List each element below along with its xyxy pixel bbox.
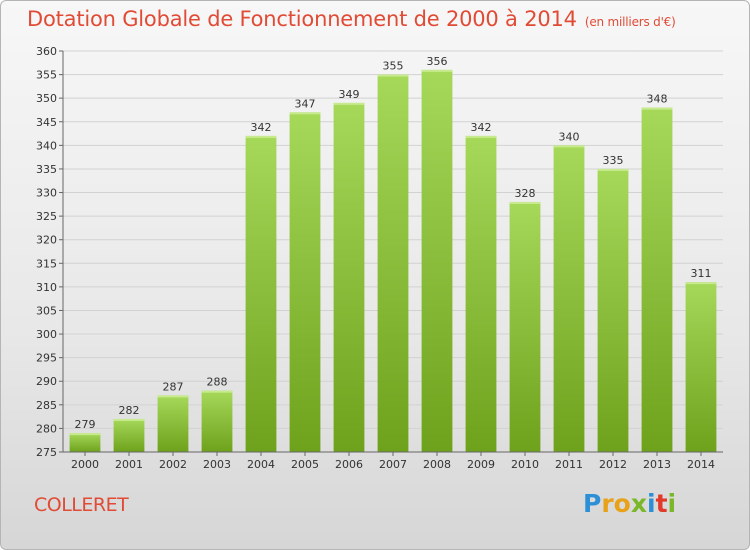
y-tick-label: 320 [36,234,57,247]
x-tick-label: 2013 [643,458,671,471]
y-tick-label: 335 [36,163,57,176]
y-tick-label: 310 [36,281,57,294]
data-label: 347 [295,97,316,110]
x-tick-label: 2002 [159,458,187,471]
bar-highlight [245,135,277,138]
x-tick-label: 2012 [599,458,627,471]
commune-name: COLLERET [34,494,129,516]
y-tick-label: 315 [36,257,57,270]
bar-highlight [157,395,189,398]
y-tick-label: 360 [36,45,57,58]
y-tick-label: 295 [36,352,57,365]
x-tick-label: 2009 [467,458,495,471]
bar-2007 [377,74,409,453]
data-label: 279 [75,418,96,431]
y-tick-label: 280 [36,422,57,435]
data-label: 342 [251,121,272,134]
x-tick-label: 2010 [511,458,539,471]
data-label: 342 [471,121,492,134]
bar-2001 [113,418,145,452]
bars [69,69,717,453]
bar-2012 [597,168,629,453]
y-tick-label: 325 [36,210,57,223]
chart-subtitle: (en milliers d'€) [584,15,676,29]
logo-letter: i [667,489,677,518]
bar-2014 [685,282,717,452]
y-tick-label: 300 [36,328,57,341]
x-tick-label: 2011 [555,458,583,471]
bar-highlight [377,74,409,77]
y-tick-label: 330 [36,187,57,200]
data-label: 288 [207,376,228,389]
bar-2006 [333,102,365,453]
bar-2008 [421,69,453,452]
x-axis: 2000 2001 2002 2003 2004 2005 2006 2007 2008 2009… [63,451,723,471]
y-tick-label: 355 [36,69,57,82]
data-label: 355 [383,60,404,73]
x-tick-label: 2007 [379,458,407,471]
data-labels: 279 282 287 288 342 347 349 355 356 342 328 340 335 3… [75,55,712,431]
bar-2002 [157,395,189,452]
bar-highlight [333,102,365,105]
bar-2009 [465,135,497,452]
y-tick-label: 285 [36,399,57,412]
bar-highlight [421,69,453,72]
y-tick-label: 350 [36,92,57,105]
y-tick-label: 275 [36,446,57,459]
logo-letter: P [583,489,602,518]
bar-highlight [201,390,233,393]
bar-highlight [597,168,629,171]
chart-title: Dotation Globale de Fonctionnement de 20… [27,7,676,31]
y-axis: 275 280 285 290 295 300 305 310 315 320 325 330 335 3… [36,45,64,459]
data-label: 282 [119,404,140,417]
bar-highlight [465,135,497,138]
y-tick-label: 290 [36,375,57,388]
bar-2004 [245,135,277,452]
bar-highlight [685,282,717,285]
data-label: 340 [559,130,580,143]
bar-2005 [289,112,321,453]
chart-title-text: Dotation Globale de Fonctionnement de 20… [27,7,577,31]
x-tick-label: 2001 [115,458,143,471]
data-label: 348 [647,93,668,106]
data-label: 287 [163,380,184,393]
data-label: 356 [427,55,448,68]
logo-letter: t [655,489,668,518]
bar-highlight [641,107,673,110]
bar-2013 [641,107,673,453]
x-tick-label: 2005 [291,458,319,471]
y-tick-label: 340 [36,139,57,152]
proxiti-logo: Proxiti [583,489,676,518]
x-tick-label: 2003 [203,458,231,471]
logo-letter: o [613,489,631,518]
y-tick-label: 345 [36,116,57,129]
data-label: 335 [603,154,624,167]
bar-highlight [69,433,101,436]
data-label: 311 [691,267,712,280]
bar-2003 [201,390,233,452]
bar-highlight [553,145,585,148]
bar-2000 [69,433,101,452]
logo-letter: x [630,489,647,518]
bar-highlight [113,418,145,421]
data-label: 328 [515,187,536,200]
bar-highlight [289,112,321,115]
x-tick-label: 2014 [687,458,715,471]
x-tick-label: 2004 [247,458,275,471]
x-tick-label: 2008 [423,458,451,471]
y-tick-label: 305 [36,304,57,317]
x-tick-label: 2006 [335,458,363,471]
bar-highlight [509,201,541,204]
bar-2010 [509,201,541,452]
logo-letter: r [601,489,614,518]
data-label: 349 [339,88,360,101]
bar-2011 [553,145,585,452]
x-tick-label: 2000 [71,458,99,471]
logo-letter: i [647,489,656,518]
